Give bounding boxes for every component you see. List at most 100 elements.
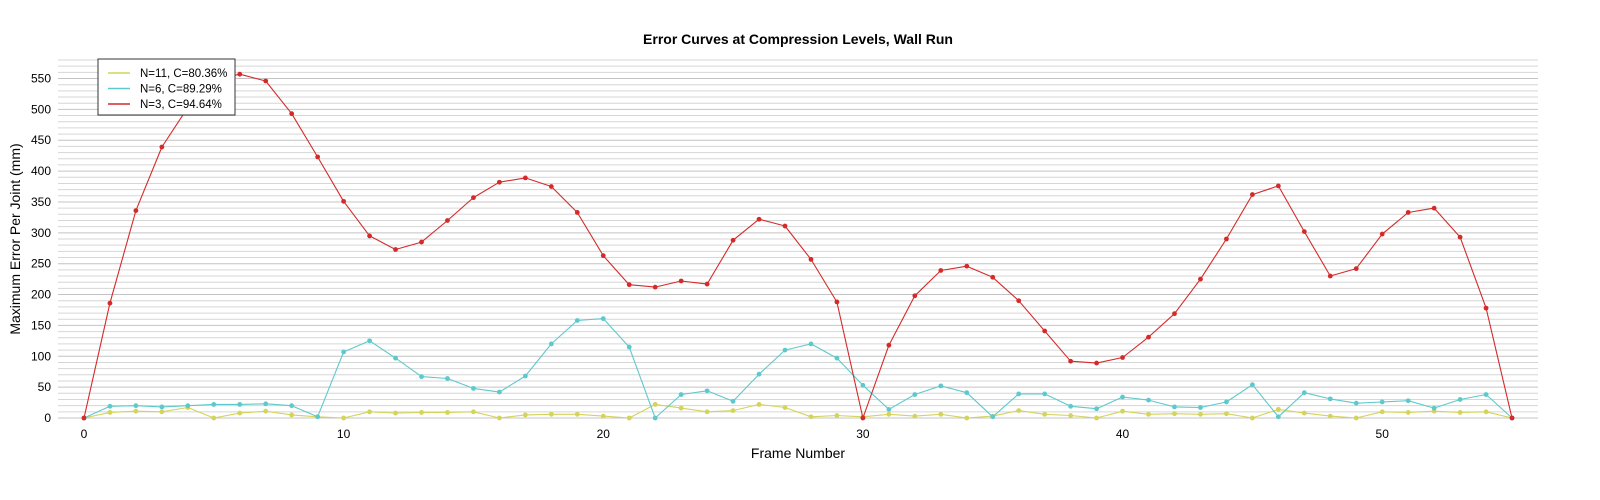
series-2 (81, 316, 1515, 421)
data-point (912, 413, 918, 419)
data-point (1275, 183, 1281, 189)
data-point (756, 402, 762, 407)
data-point (1198, 411, 1203, 417)
data-point (1068, 403, 1074, 409)
data-point (1224, 399, 1229, 405)
data-point (185, 403, 191, 409)
data-point (1379, 231, 1385, 237)
data-point (1224, 411, 1229, 417)
data-point (445, 376, 450, 381)
data-point (964, 390, 970, 396)
data-point (1094, 360, 1099, 366)
data-point (1249, 415, 1255, 421)
data-point (704, 409, 710, 415)
data-point (834, 355, 840, 361)
data-point (1405, 210, 1411, 215)
data-point (1042, 328, 1048, 334)
data-point (522, 175, 528, 181)
data-point (1172, 311, 1177, 317)
data-point (730, 408, 736, 413)
data-point (1509, 415, 1515, 421)
series-line (83, 403, 1513, 419)
x-tick-label: 40 (1116, 427, 1130, 441)
data-point (1094, 406, 1099, 412)
data-point (678, 392, 684, 397)
data-point (367, 233, 372, 239)
y-tick-label: 350 (31, 195, 51, 209)
data-point (107, 403, 113, 409)
legend-label: N=11, C=80.36% (140, 68, 227, 80)
data-point (393, 355, 398, 361)
x-tick-label: 30 (856, 427, 870, 441)
data-point (1483, 392, 1489, 397)
data-point (652, 415, 658, 421)
data-point (886, 411, 892, 417)
y-tick-label: 200 (31, 288, 51, 302)
data-point (81, 415, 87, 421)
data-point (730, 237, 736, 243)
data-point (1172, 411, 1177, 417)
y-tick-label: 500 (31, 102, 51, 116)
data-point (912, 293, 918, 299)
data-point (1353, 415, 1359, 421)
data-point (1068, 358, 1074, 364)
y-tick-label: 50 (38, 380, 52, 394)
data-point (445, 410, 450, 415)
data-point (652, 284, 658, 290)
data-point (1016, 408, 1022, 413)
y-axis: 0 50 100 150 200 250 300 350 400 450 500 550 (31, 72, 51, 425)
data-point (211, 402, 217, 407)
data-point (782, 405, 788, 410)
y-tick-label: 450 (31, 133, 51, 147)
data-point (756, 371, 762, 377)
data-point (886, 406, 892, 412)
data-point (263, 401, 269, 407)
data-point (263, 408, 269, 414)
data-point (471, 385, 476, 391)
data-point (419, 410, 424, 415)
data-point (1301, 229, 1307, 234)
data-point (419, 239, 424, 245)
data-point (574, 411, 580, 417)
data-point (133, 403, 139, 409)
data-point (1120, 394, 1125, 400)
data-point (964, 415, 970, 421)
data-point (574, 318, 580, 323)
data-point (1146, 334, 1151, 340)
data-point (678, 278, 684, 284)
data-point (964, 263, 970, 269)
data-point (1327, 396, 1333, 402)
data-point (393, 247, 398, 252)
data-point (107, 300, 113, 306)
data-point (860, 382, 866, 388)
data-point (1327, 413, 1333, 419)
data-point (237, 410, 243, 416)
data-point (808, 341, 814, 347)
data-point (237, 402, 243, 407)
data-point (1042, 411, 1048, 417)
data-point (600, 413, 606, 419)
data-point (808, 256, 814, 262)
data-point (133, 408, 139, 414)
data-point (938, 383, 944, 389)
data-point (367, 409, 372, 415)
data-point (1275, 414, 1281, 420)
data-point (159, 409, 165, 415)
data-point (1120, 408, 1125, 414)
data-point (1457, 410, 1463, 415)
data-point (1405, 398, 1411, 404)
x-tick-label: 0 (81, 427, 88, 441)
data-point (1042, 391, 1048, 397)
data-point (600, 253, 606, 259)
data-point (1327, 273, 1333, 279)
data-point (834, 299, 840, 305)
data-point (1198, 405, 1203, 410)
data-point (341, 349, 347, 355)
data-point (912, 392, 918, 397)
data-point (756, 216, 762, 222)
data-point (626, 344, 632, 350)
data-point (263, 78, 269, 84)
data-point (1483, 409, 1489, 415)
